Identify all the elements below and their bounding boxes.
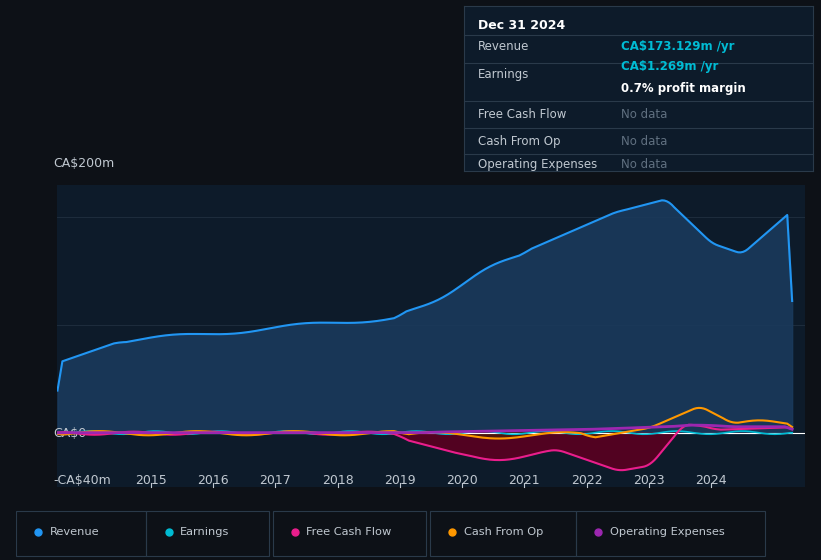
Text: CA$0: CA$0 xyxy=(53,427,87,440)
Text: 2015: 2015 xyxy=(135,474,167,487)
Text: No data: No data xyxy=(621,134,667,148)
Text: 2020: 2020 xyxy=(447,474,478,487)
Text: 2017: 2017 xyxy=(259,474,291,487)
Text: Free Cash Flow: Free Cash Flow xyxy=(306,527,392,537)
Text: CA$173.129m /yr: CA$173.129m /yr xyxy=(621,40,734,53)
Text: CA$1.269m /yr: CA$1.269m /yr xyxy=(621,60,718,73)
Text: 0.7% profit margin: 0.7% profit margin xyxy=(621,82,745,95)
Text: Revenue: Revenue xyxy=(50,527,100,537)
Text: 2018: 2018 xyxy=(322,474,354,487)
Text: Earnings: Earnings xyxy=(181,527,230,537)
Text: CA$200m: CA$200m xyxy=(53,157,115,170)
Text: Dec 31 2024: Dec 31 2024 xyxy=(478,19,565,32)
Text: Operating Expenses: Operating Expenses xyxy=(478,158,597,171)
Text: Revenue: Revenue xyxy=(478,40,530,53)
Text: Cash From Op: Cash From Op xyxy=(464,527,544,537)
Text: Operating Expenses: Operating Expenses xyxy=(610,527,725,537)
Text: Free Cash Flow: Free Cash Flow xyxy=(478,108,566,121)
Text: No data: No data xyxy=(621,158,667,171)
Text: 2023: 2023 xyxy=(633,474,665,487)
Text: 2024: 2024 xyxy=(695,474,727,487)
Text: 2021: 2021 xyxy=(508,474,540,487)
Text: 2019: 2019 xyxy=(384,474,415,487)
Text: Cash From Op: Cash From Op xyxy=(478,134,560,148)
Text: No data: No data xyxy=(621,108,667,121)
Text: 2016: 2016 xyxy=(197,474,229,487)
Text: -CA$40m: -CA$40m xyxy=(53,474,112,487)
Text: Earnings: Earnings xyxy=(478,68,530,82)
Text: 2022: 2022 xyxy=(571,474,603,487)
